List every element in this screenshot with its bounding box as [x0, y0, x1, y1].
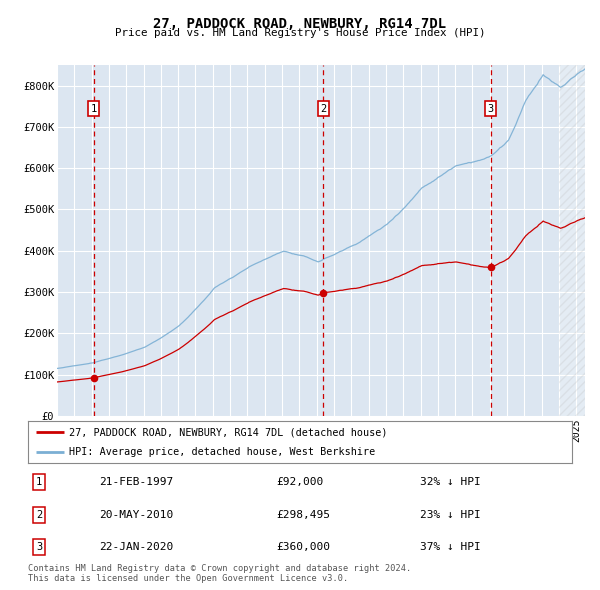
Text: £360,000: £360,000: [276, 542, 330, 552]
Text: Price paid vs. HM Land Registry's House Price Index (HPI): Price paid vs. HM Land Registry's House …: [115, 28, 485, 38]
Text: 3: 3: [488, 104, 494, 114]
Text: £92,000: £92,000: [276, 477, 323, 487]
Text: 27, PADDOCK ROAD, NEWBURY, RG14 7DL: 27, PADDOCK ROAD, NEWBURY, RG14 7DL: [154, 17, 446, 31]
Text: 1: 1: [36, 477, 42, 487]
Text: 32% ↓ HPI: 32% ↓ HPI: [420, 477, 481, 487]
Text: 2: 2: [36, 510, 42, 520]
Text: 37% ↓ HPI: 37% ↓ HPI: [420, 542, 481, 552]
Text: 27, PADDOCK ROAD, NEWBURY, RG14 7DL (detached house): 27, PADDOCK ROAD, NEWBURY, RG14 7DL (det…: [69, 427, 388, 437]
Text: 1: 1: [91, 104, 97, 114]
Text: 20-MAY-2010: 20-MAY-2010: [99, 510, 173, 520]
Text: 21-FEB-1997: 21-FEB-1997: [99, 477, 173, 487]
Text: 3: 3: [36, 542, 42, 552]
Text: 23% ↓ HPI: 23% ↓ HPI: [420, 510, 481, 520]
Bar: [559, 65, 585, 416]
Text: £298,495: £298,495: [276, 510, 330, 520]
Text: 2: 2: [320, 104, 326, 114]
Text: 22-JAN-2020: 22-JAN-2020: [99, 542, 173, 552]
Text: HPI: Average price, detached house, West Berkshire: HPI: Average price, detached house, West…: [69, 447, 375, 457]
Text: Contains HM Land Registry data © Crown copyright and database right 2024.
This d: Contains HM Land Registry data © Crown c…: [28, 563, 412, 583]
